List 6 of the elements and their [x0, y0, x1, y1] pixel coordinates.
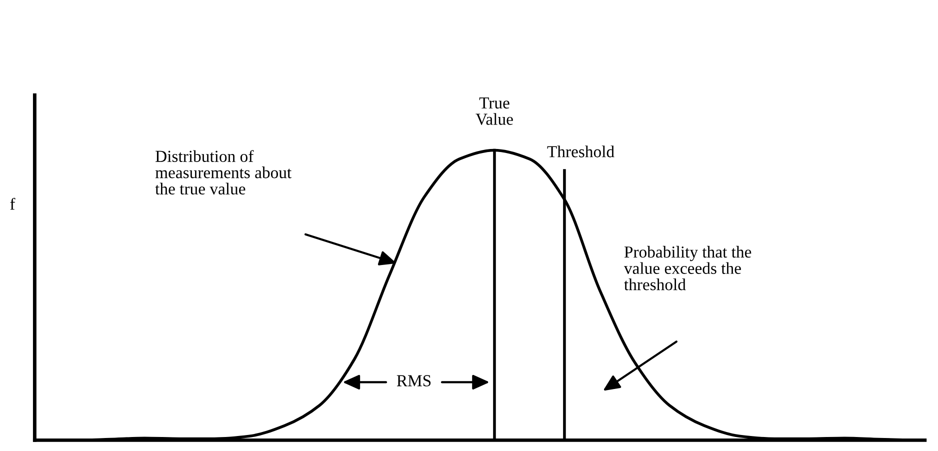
text: True Value [476, 98, 513, 125]
annotation: RMS [396, 375, 431, 386]
annotation: Probability that the value exceeds the threshold [624, 246, 752, 290]
annotation: Distribution of measurements about the true value [155, 150, 292, 195]
y-axis-title: f [10, 198, 16, 210]
annotation: Threshold [547, 146, 614, 158]
